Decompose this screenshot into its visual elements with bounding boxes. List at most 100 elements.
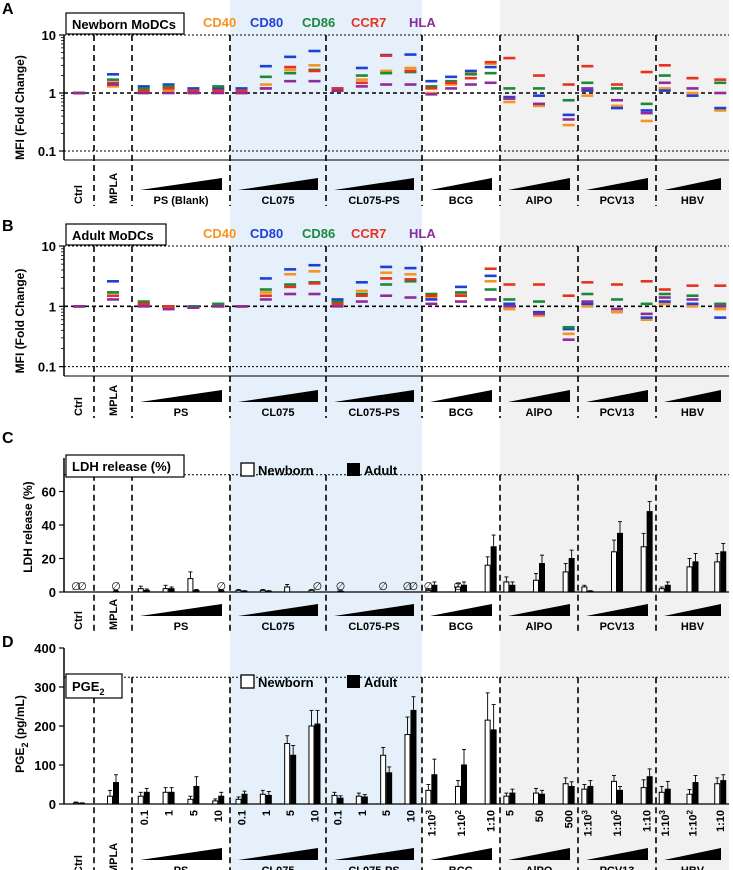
bar-Adult-AlPO <box>509 584 516 593</box>
ratio-label: 1:103 <box>424 809 438 836</box>
ratio-label: 1:10 <box>715 810 727 832</box>
dose-label: 1 <box>261 810 273 816</box>
bar-Adult-AlPO <box>568 785 575 805</box>
group-label-CL075: CL075 <box>261 621 294 633</box>
legend-CD40: CD40 <box>203 226 236 241</box>
bar-Adult-PCV13 <box>617 532 623 593</box>
legend-newborn-swatch <box>240 462 255 477</box>
bar-Newborn-PS <box>137 795 144 805</box>
bar-Adult-CL075 <box>241 793 248 805</box>
title-box <box>65 673 123 699</box>
null-marker: ∅ <box>424 581 434 593</box>
bar-Newborn-Ctrl <box>73 802 79 805</box>
title-box <box>65 223 167 246</box>
bar-Newborn-PCV13 <box>581 586 588 593</box>
dose-label: 50 <box>534 810 546 822</box>
group-label-MPLA: MPLA <box>108 599 120 630</box>
dose-label: 10 <box>309 810 321 822</box>
bar-Newborn-PS <box>162 588 169 593</box>
group-label-Ctrl: Ctrl <box>73 611 85 630</box>
group-label-PS: PS (Blank) <box>153 195 208 207</box>
group-label-HBV: HBV <box>681 195 705 207</box>
dose-wedge-PCV13 <box>586 604 648 616</box>
panel-letter-D: D <box>2 634 14 651</box>
bar-Adult-AlPO <box>568 558 575 593</box>
group-label-BCG: BCG <box>449 407 473 419</box>
dose-wedge-CL075 <box>238 848 318 860</box>
bar-Newborn-AlPO <box>562 783 569 805</box>
y-tick-label: 10 <box>42 239 56 254</box>
dose-wedge-HBV <box>664 178 721 190</box>
bar-Adult-PS <box>143 791 150 805</box>
group-label-AlPO: AlPO <box>526 621 553 633</box>
group-label-HBV: HBV <box>681 865 705 870</box>
dose-wedge-CL075-PS <box>334 178 414 190</box>
group-label-PS: PS <box>174 407 189 419</box>
dose-wedge-CL075 <box>238 390 318 402</box>
bar-Adult-MPLA <box>113 782 119 805</box>
group-label-CL075-PS: CL075-PS <box>348 621 399 633</box>
dose-wedge-AlPO <box>508 604 570 616</box>
dose-wedge-BCG <box>430 604 492 616</box>
bar-Newborn-BCG <box>484 719 491 805</box>
null-marker: ∅ <box>216 581 226 593</box>
group-label-MPLA: MPLA <box>108 385 120 416</box>
dose-wedge-BCG <box>430 848 492 860</box>
bar-Adult-CL075 <box>241 590 248 593</box>
bar-Adult-AlPO <box>509 792 516 805</box>
bar-Newborn-AlPO <box>533 579 539 593</box>
dose-wedge-PS <box>140 848 222 860</box>
bar-Newborn-HBV <box>714 783 721 805</box>
bar-Newborn-PCV13 <box>611 551 617 593</box>
dose-wedge-CL075 <box>238 178 318 190</box>
bar-Newborn-PCV13 <box>640 787 647 805</box>
bar-Adult-AlPO <box>539 563 545 593</box>
bar-Adult-BCG <box>490 729 497 805</box>
null-marker: ∅ <box>453 581 463 593</box>
bar-Adult-PCV13 <box>617 789 623 805</box>
dose-label: 10 <box>405 810 417 822</box>
dose-wedge-CL075 <box>238 604 318 616</box>
bar-Newborn-BCG <box>484 564 491 593</box>
group-label-CL075-PS: CL075-PS <box>348 195 399 207</box>
group-label-Ctrl: Ctrl <box>73 185 85 204</box>
group-label-AlPO: AlPO <box>526 407 553 419</box>
bar-Newborn-PCV13 <box>581 788 588 805</box>
null-marker: ∅ <box>336 581 346 593</box>
group-label-CL075-PS: CL075-PS <box>348 865 399 870</box>
bar-Adult-PS <box>218 795 225 805</box>
bar-Newborn-PS <box>187 798 194 805</box>
grey-region <box>500 0 729 870</box>
dose-label: 0.1 <box>139 810 151 825</box>
ratio-label: 1:102 <box>610 809 624 836</box>
bar-Newborn-AlPO <box>503 795 510 805</box>
panel-title: PGE2 <box>72 679 104 697</box>
legend-CD80: CD80 <box>250 226 283 241</box>
null-marker: ∅ <box>111 581 121 593</box>
bar-Adult-CL075 <box>265 794 272 805</box>
bar-Adult-CL075-PS <box>361 796 368 805</box>
y-tick-label: 10 <box>42 28 56 43</box>
y-tick-label: 400 <box>34 641 56 656</box>
legend-CD86: CD86 <box>302 226 335 241</box>
dose-wedge-CL075-PS <box>334 390 414 402</box>
y-tick-label: 0 <box>49 797 56 812</box>
title-box <box>65 12 185 35</box>
dose-label: 1 <box>357 810 369 816</box>
dose-wedge-CL075-PS <box>334 604 414 616</box>
dose-label: 10 <box>213 810 225 822</box>
legend-newborn-label: Newborn <box>258 675 314 690</box>
bar-Newborn-CL075-PS <box>404 734 411 805</box>
bar-Adult-HBV <box>720 780 727 805</box>
y-axis-label: LDH release (%) <box>21 481 35 572</box>
dose-wedge-PCV13 <box>586 848 648 860</box>
legend-CD80: CD80 <box>250 15 283 30</box>
bar-Adult-HBV <box>720 551 727 593</box>
dose-wedge-PS <box>140 178 222 190</box>
bar-Newborn-CL075 <box>259 589 266 593</box>
legend-HLA: HLA <box>409 226 436 241</box>
bar-Adult-PS <box>143 589 150 593</box>
bar-Newborn-BCG <box>455 785 461 805</box>
bar-Adult-CL075-PS <box>386 772 393 805</box>
legend-newborn-label: Newborn <box>258 463 314 478</box>
